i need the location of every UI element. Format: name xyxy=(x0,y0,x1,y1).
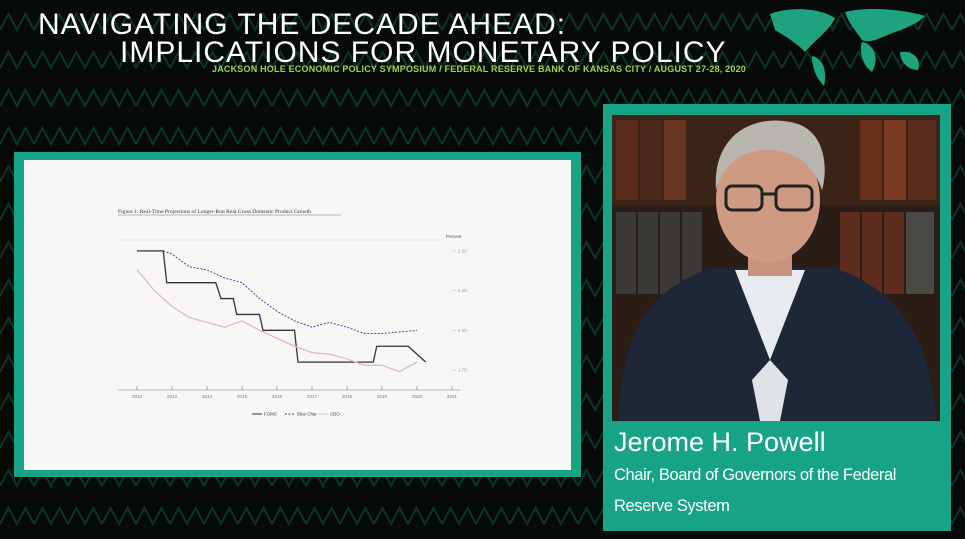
y-tick-label: 2.00 xyxy=(458,328,467,333)
speaker-role: Chair, Board of Governors of the Federal… xyxy=(614,466,897,515)
series-line xyxy=(136,269,418,373)
title-line-1: NAVIGATING THE DECADE AHEAD: xyxy=(38,8,567,41)
x-tick-label: 2020 xyxy=(412,394,423,399)
x-tick-label: 2014 xyxy=(202,394,213,399)
speaker-figure xyxy=(618,120,936,421)
x-tick-label: 2017 xyxy=(307,394,318,399)
legend-label: FOMC xyxy=(264,412,278,417)
series-line xyxy=(137,250,427,363)
legend-label: CBO xyxy=(330,412,340,417)
y-tick-label: 1.75 xyxy=(458,368,467,373)
y-axis-label: Percent xyxy=(446,234,462,239)
legend-label: Blue Chip xyxy=(297,412,317,417)
x-tick-label: 2021 xyxy=(447,394,458,399)
series-line xyxy=(163,250,418,335)
chart-title: Figure 1: Real-Time Projections of Longe… xyxy=(118,208,311,215)
x-tick-label: 2019 xyxy=(377,394,388,399)
subtitle: JACKSON HOLE ECONOMIC POLICY SYMPOSIUM /… xyxy=(212,64,746,74)
title-line-2: IMPLICATIONS FOR MONETARY POLICY xyxy=(120,36,727,69)
world-map xyxy=(770,9,925,86)
slide xyxy=(24,160,571,470)
x-tick-label: 2018 xyxy=(342,394,353,399)
x-tick-label: 2012 xyxy=(132,394,143,399)
y-tick-label: 2.50 xyxy=(458,248,467,253)
x-tick-label: 2015 xyxy=(237,394,248,399)
x-tick-label: 2013 xyxy=(167,394,178,399)
speaker-name: Jerome H. Powell xyxy=(614,427,826,457)
y-tick-label: 2.25 xyxy=(458,288,467,293)
x-tick-label: 2016 xyxy=(272,394,283,399)
